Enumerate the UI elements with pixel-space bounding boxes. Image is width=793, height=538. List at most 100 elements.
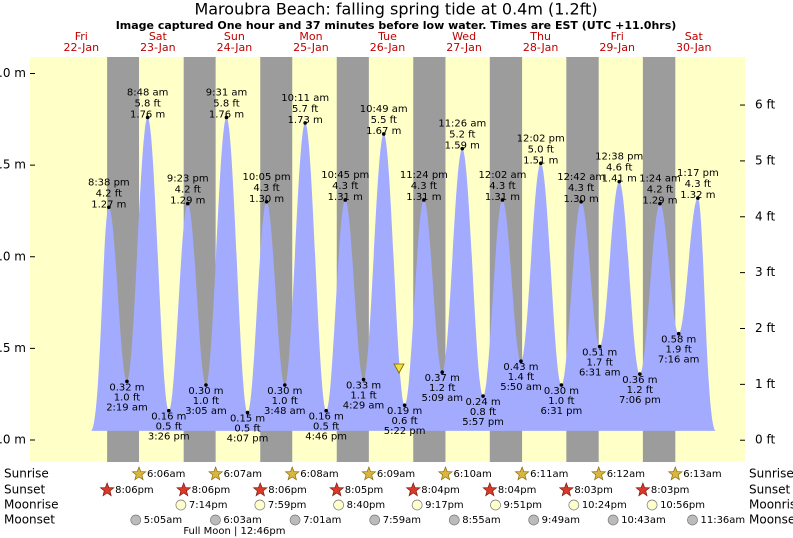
tide-label: 3:05 am bbox=[185, 406, 227, 417]
tide-label: 4.3 ft bbox=[489, 181, 515, 192]
sunset-time: 8:04pm bbox=[421, 485, 460, 496]
y2-tick-label: 3 ft bbox=[755, 265, 775, 279]
sunrise-icon bbox=[284, 466, 300, 481]
tide-point bbox=[264, 199, 269, 204]
tide-point bbox=[597, 344, 602, 349]
tide-label: 12:02 am bbox=[479, 170, 527, 181]
tide-label: 4.3 ft bbox=[685, 179, 711, 190]
moonrise-time: 10:56pm bbox=[660, 500, 705, 511]
tide-point bbox=[361, 377, 366, 382]
tide-label: 10:45 pm bbox=[321, 170, 369, 181]
tide-label: 4.2 ft bbox=[647, 185, 673, 196]
tide-label: 0.5 ft bbox=[313, 422, 339, 433]
y2-tick-label: 0 ft bbox=[755, 433, 775, 447]
y-tick-label: 0.5 m bbox=[0, 341, 26, 355]
chart-subtitle: Image captured One hour and 37 minutes b… bbox=[116, 19, 677, 32]
tide-label: 9:23 pm bbox=[167, 174, 209, 185]
sunrise-time: 6:11am bbox=[530, 469, 568, 480]
y-tick-label: 1.5 m bbox=[0, 158, 26, 172]
tide-label: 4.2 ft bbox=[96, 188, 122, 199]
moonrise-icon bbox=[490, 499, 501, 511]
tide-label: 0.58 m bbox=[661, 335, 696, 346]
tide-point bbox=[422, 198, 426, 202]
row-label: Moonrise bbox=[4, 498, 59, 512]
tide-label: 1.0 ft bbox=[548, 396, 574, 407]
tide-label: 2:19 am bbox=[106, 402, 148, 413]
sunrise-time: 6:08am bbox=[300, 469, 338, 480]
tide-label: 5.5 ft bbox=[371, 115, 397, 126]
tide-point bbox=[125, 379, 129, 384]
sunset-time: 8:05pm bbox=[345, 485, 384, 496]
day-weekday: Sun bbox=[224, 30, 245, 43]
tide-label: 9:31 am bbox=[206, 87, 248, 98]
moonset-icon bbox=[687, 514, 698, 526]
tide-label: 1:24 am bbox=[639, 174, 681, 185]
moonrise-time: 8:40pm bbox=[347, 500, 386, 511]
tide-point bbox=[303, 121, 307, 125]
tide-label: 0.19 m bbox=[387, 406, 422, 417]
tide-label: 4.3 ft bbox=[568, 183, 594, 194]
tide-label: 1.32 m bbox=[680, 190, 715, 201]
row-label: Moonrise bbox=[749, 498, 793, 512]
sunrise-time: 6:06am bbox=[147, 469, 185, 480]
tide-label: 7:16 am bbox=[658, 355, 700, 366]
day-date: 22-Jan bbox=[64, 41, 100, 54]
day-weekday: Mon bbox=[299, 30, 322, 43]
tide-label: 6:31 pm bbox=[541, 406, 583, 417]
sunrise-time: 6:13am bbox=[683, 469, 721, 480]
tide-label: 0.36 m bbox=[622, 375, 657, 386]
tide-point bbox=[324, 408, 328, 413]
tide-label: 4.3 ft bbox=[332, 181, 358, 192]
tide-label: 11:24 pm bbox=[400, 170, 448, 181]
tide-label: 5.7 ft bbox=[292, 104, 318, 115]
tide-point bbox=[224, 115, 229, 120]
y2-tick-label: 1 ft bbox=[755, 377, 775, 391]
tide-point bbox=[519, 359, 523, 364]
sunrise-icon bbox=[437, 466, 454, 481]
tide-point bbox=[559, 383, 564, 387]
row-label: Sunset bbox=[4, 483, 45, 497]
tide-label: 1.73 m bbox=[288, 115, 323, 126]
tide-label: 1.76 m bbox=[130, 109, 165, 120]
tide-point bbox=[538, 161, 543, 166]
day-weekday: Fri bbox=[611, 30, 624, 43]
tide-label: 11:26 am bbox=[438, 119, 486, 130]
tide-label: 1.0 ft bbox=[193, 396, 219, 407]
sunrise-time: 6:12am bbox=[607, 469, 645, 480]
row-label: Sunset bbox=[749, 483, 790, 497]
tide-label: 1.4 ft bbox=[508, 372, 534, 383]
moonrise-icon bbox=[646, 499, 658, 511]
sunrise-icon bbox=[667, 466, 683, 481]
tide-point bbox=[579, 199, 583, 204]
tide-label: 8:48 am bbox=[127, 87, 169, 98]
y2-tick-label: 4 ft bbox=[755, 209, 775, 223]
moonset-icon bbox=[210, 514, 221, 526]
tide-label: 6:31 am bbox=[579, 368, 621, 379]
tide-point bbox=[696, 196, 700, 200]
day-weekday: Fri bbox=[75, 30, 88, 43]
tide-label: 8:38 pm bbox=[88, 177, 130, 188]
tide-label: 5.8 ft bbox=[134, 98, 160, 109]
tide-label: 1.41 m bbox=[602, 174, 637, 185]
moonset-icon bbox=[289, 514, 301, 526]
tide-label: 0.5 ft bbox=[156, 422, 182, 433]
tide-point bbox=[481, 394, 485, 398]
tide-label: 1:17 pm bbox=[677, 168, 719, 179]
sunset-icon bbox=[252, 482, 268, 497]
tide-label: 1.29 m bbox=[170, 196, 205, 207]
moonrise-time: 7:59pm bbox=[268, 500, 307, 511]
moonset-time: 7:59am bbox=[383, 515, 421, 526]
tide-label: 10:11 am bbox=[281, 93, 329, 104]
day-weekday: Wed bbox=[452, 30, 476, 43]
tide-label: 0.37 m bbox=[425, 373, 460, 384]
tide-label: 0.43 m bbox=[503, 362, 538, 373]
tide-label: 0.5 ft bbox=[234, 424, 260, 435]
tide-label: 1.9 ft bbox=[665, 345, 691, 356]
tide-label: 0.16 m bbox=[151, 412, 186, 423]
tide-label: 4.6 ft bbox=[606, 163, 632, 174]
tide-point bbox=[185, 201, 190, 206]
row-label: Sunrise bbox=[749, 467, 793, 481]
tide-label: 5:09 am bbox=[421, 393, 463, 404]
